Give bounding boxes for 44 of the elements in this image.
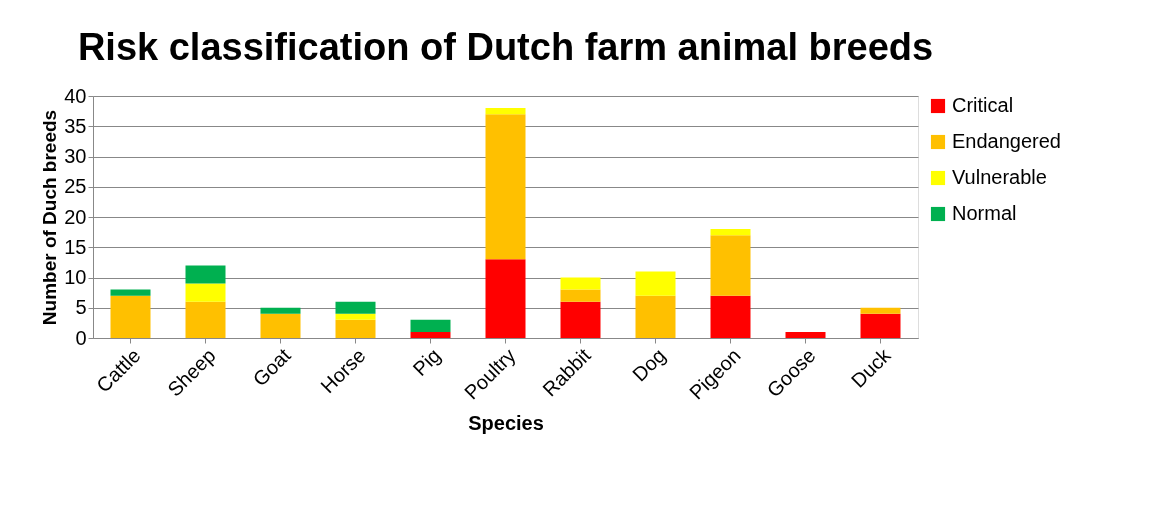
bar [185,301,226,338]
y-tick-label: 35 [64,114,87,137]
legend-label: Vulnerable [952,166,1047,188]
x-axis-title: Species [468,411,544,434]
bar [110,295,151,338]
bar [560,277,601,290]
bar [710,295,751,338]
bar [260,313,301,338]
bar [485,114,526,260]
bar [860,307,901,314]
bar [185,265,226,284]
y-tick-label: 30 [64,145,87,167]
y-tick-label: 5 [75,296,87,319]
chart-title: Risk classification of Dutch farm animal breeds [77,26,934,68]
bar [335,313,376,320]
bar [560,289,601,302]
y-tick-label: 10 [64,266,87,288]
bar [260,307,301,314]
bar [410,331,451,338]
y-tick-label: 25 [64,175,87,198]
bar [185,283,226,302]
bar [860,313,901,338]
y-axis-title: Number of Duch breeds [39,109,61,326]
bar [485,108,526,115]
bar [635,271,676,296]
bar [560,301,601,338]
legend-label: Endangered [952,130,1061,152]
x-tick-label: Dog [628,344,670,386]
legend-label: Normal [952,202,1017,224]
bar [485,259,526,338]
y-tick-label: 40 [64,84,87,107]
x-tick-label: Pig [408,344,445,381]
y-tick-label: 0 [75,326,87,349]
bar [410,319,451,332]
bar [785,331,826,338]
y-tick-label: 20 [64,205,87,228]
legend-label: Critical [952,94,1014,116]
bar [710,229,751,236]
bar [110,289,151,296]
y-tick-label: 15 [64,235,87,258]
bar [635,295,676,338]
bar [335,301,376,314]
bar [710,235,751,296]
bar [335,319,376,338]
